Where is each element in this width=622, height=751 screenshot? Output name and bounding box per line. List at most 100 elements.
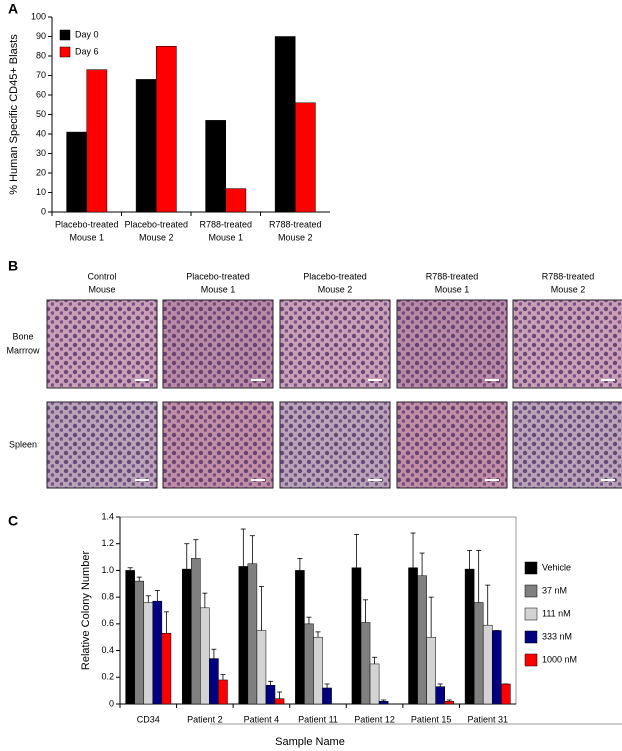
x-tick-label: Placebo-treated (55, 219, 119, 229)
x-tick-label: Mouse 1 (69, 232, 104, 242)
error-bar (258, 586, 264, 631)
error-bar (163, 611, 169, 634)
micrograph-texture (397, 402, 507, 488)
error-bar (220, 674, 226, 680)
y-tick-label: 1.2 (101, 538, 114, 548)
x-tick-label: Patient 4 (244, 714, 280, 724)
error-bar (437, 683, 443, 687)
column-header: R788-treated (542, 271, 595, 281)
micrograph-texture (513, 300, 622, 388)
error-bar (467, 549, 473, 570)
bar (143, 602, 154, 705)
panel-label: B (8, 258, 18, 274)
y-axis-label: % Human Specific CD45+ Blasts (8, 34, 20, 195)
bar (238, 566, 249, 705)
micrograph-texture (47, 402, 157, 488)
legend-swatch (59, 46, 71, 58)
error-bar (202, 592, 208, 608)
micrograph-texture (280, 300, 390, 388)
micrograph-texture (280, 402, 390, 488)
error-bar (324, 683, 330, 688)
error-bar (419, 552, 425, 576)
column-header: Mouse 2 (318, 284, 353, 294)
micrograph-texture (163, 300, 273, 388)
bar (218, 679, 228, 705)
bar (200, 607, 210, 705)
error-bar (127, 567, 133, 571)
x-tick-label: Mouse 1 (208, 232, 243, 242)
legend-label: 111 nM (542, 608, 571, 618)
legend-swatch (524, 561, 538, 575)
legend-swatch (524, 584, 538, 598)
error-bar (145, 595, 151, 603)
bar (274, 36, 296, 213)
y-tick-label: 100 (31, 11, 46, 21)
legend-label: 37 nM (542, 585, 567, 595)
bar (417, 575, 427, 705)
x-tick-label: R788-treated (199, 219, 252, 229)
x-tick-label: Patient 15 (411, 714, 452, 724)
row-header: Spleen (9, 439, 37, 449)
bar (66, 131, 88, 213)
x-tick-label: R788-treated (269, 219, 322, 229)
y-tick-label: 0 (109, 698, 114, 708)
error-bar (485, 584, 491, 626)
legend-label: Vehicle (542, 562, 571, 572)
bar (86, 69, 108, 213)
y-tick-label: 90 (36, 31, 46, 41)
column-header: Placebo-treated (303, 271, 367, 281)
bar (313, 636, 323, 705)
y-axis-label: Relative Colony Number (80, 551, 92, 671)
micrograph-texture (163, 402, 273, 488)
x-tick-label: Mouse 2 (139, 232, 174, 242)
x-tick-label: Patient 12 (354, 714, 395, 724)
error-bar (136, 576, 142, 582)
error-bar (267, 680, 273, 686)
legend-swatch (59, 29, 71, 41)
x-axis-label: Sample Name (275, 736, 345, 748)
y-tick-label: 20 (36, 167, 46, 177)
x-tick-label: Placebo-treated (124, 219, 188, 229)
y-tick-label: 0 (41, 206, 46, 216)
bar (205, 120, 227, 213)
bar (378, 701, 389, 705)
column-header: Control (87, 271, 116, 281)
error-bar (428, 596, 434, 638)
bar (225, 188, 247, 213)
legend-label: Day 0 (75, 29, 99, 39)
y-tick-label: 1.4 (101, 511, 114, 521)
panel-label: C (8, 513, 18, 529)
legend-swatch (524, 607, 538, 621)
error-bar (372, 656, 378, 664)
error-bar (476, 549, 482, 603)
bar (274, 698, 285, 705)
micrograph-texture (513, 402, 622, 488)
row-header: Marrrow (7, 345, 40, 355)
y-tick-label: 50 (36, 109, 46, 119)
y-tick-label: 1.0 (101, 565, 114, 575)
bar (473, 602, 484, 705)
y-tick-label: 80 (36, 50, 46, 60)
x-tick-label: Patient 2 (187, 714, 223, 724)
y-tick-label: 0.2 (101, 672, 114, 682)
legend-label: 1000 nM (542, 654, 577, 664)
bar (135, 79, 157, 213)
error-bar (240, 528, 246, 567)
bar (304, 623, 314, 705)
error-bar (315, 631, 321, 638)
bar (464, 568, 475, 705)
panel-label: A (8, 1, 18, 17)
y-tick-label: 0.8 (101, 592, 114, 602)
error-bar (381, 699, 387, 702)
x-tick-label: Patient 11 (298, 714, 338, 724)
bar (152, 600, 163, 705)
column-header: Mouse 1 (201, 284, 236, 294)
y-tick-label: 10 (36, 187, 46, 197)
y-tick-label: 0.4 (101, 645, 114, 655)
bar (181, 568, 192, 705)
bar (426, 636, 436, 705)
bar (134, 580, 145, 705)
bar (491, 630, 502, 705)
error-bar (353, 533, 359, 568)
